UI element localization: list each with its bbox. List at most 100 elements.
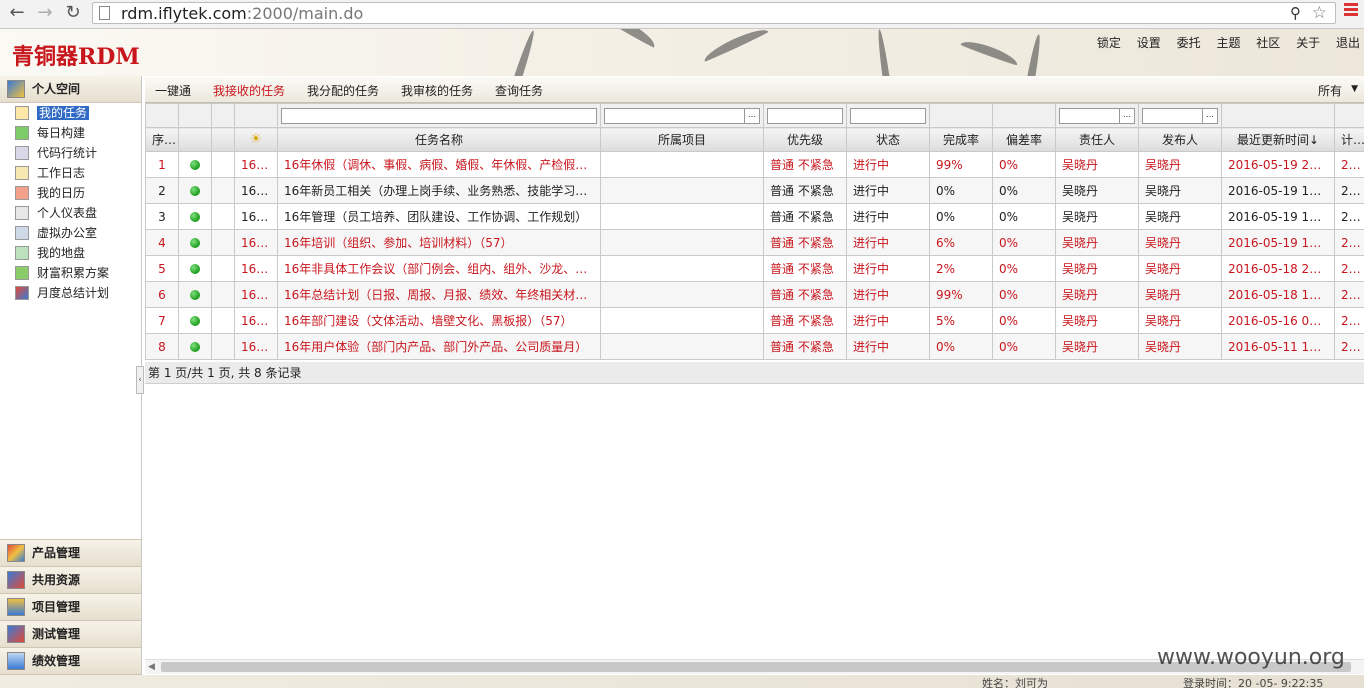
filter-all-select[interactable]: 所有	[1318, 82, 1342, 99]
scroll-left-icon[interactable]: ◀	[148, 660, 155, 674]
back-arrow-icon[interactable]: ←	[6, 2, 28, 24]
updated-time: 2016-05-19 21:51	[1222, 152, 1335, 178]
top-menu-logout[interactable]: 退出	[1336, 36, 1360, 50]
sidebar-section-testing[interactable]: 测试管理	[0, 621, 141, 648]
sidebar-item-my-site[interactable]: 我的地盘	[0, 243, 141, 263]
filter-cell	[179, 104, 212, 128]
status: 进行中	[847, 230, 930, 256]
top-menu-about[interactable]: 关于	[1296, 36, 1320, 50]
sidebar-sections: 产品管理 共用资源 项目管理 测试管理 绩效管理	[0, 539, 141, 675]
browser-menu-icon[interactable]	[1344, 3, 1358, 17]
tab-assigned-tasks[interactable]: 我分配的任务	[307, 82, 379, 99]
task-id: 1687	[235, 282, 278, 308]
top-menu-theme[interactable]: 主题	[1216, 36, 1240, 50]
sidebar-item-dashboard[interactable]: 个人仪表盘	[0, 203, 141, 223]
deviation-rate: 0%	[993, 152, 1056, 178]
top-menu-community[interactable]: 社区	[1256, 36, 1280, 50]
priority-filter-input[interactable]	[767, 108, 843, 124]
task-name[interactable]: 16年培训（组织、参加、培训材料）（57）	[278, 230, 601, 256]
ellipsis-icon[interactable]: …	[1119, 109, 1134, 123]
col-header-deviation[interactable]: 偏差率	[993, 128, 1056, 152]
status-user-name: 姓名：刘可为	[982, 675, 1048, 688]
sidebar-item-work-log[interactable]: 工作日志	[0, 163, 141, 183]
task-name[interactable]: 16年部门建设（文体活动、墙壁文化、黑板报）（57）	[278, 308, 601, 334]
col-header-state[interactable]	[179, 128, 212, 152]
sidebar-section-shared[interactable]: 共用资源	[0, 567, 141, 594]
priority: 普通 不紧急	[764, 334, 847, 360]
sidebar-item-label: 个人仪表盘	[37, 206, 97, 220]
col-header-completion[interactable]: 完成率	[930, 128, 993, 152]
sidebar-section-project[interactable]: 项目管理	[0, 594, 141, 621]
sidebar-item-code-stats[interactable]: 代码行统计	[0, 143, 141, 163]
ellipsis-icon[interactable]: …	[744, 109, 759, 123]
sidebar-item-wealth-plan[interactable]: 财富积累方案	[0, 263, 141, 283]
top-menu-settings[interactable]: 设置	[1137, 36, 1161, 50]
col-header-project[interactable]: 所属项目	[601, 128, 764, 152]
col-header-status[interactable]: 状态	[847, 128, 930, 152]
tab-review-tasks[interactable]: 我审核的任务	[401, 82, 473, 99]
sidebar-section-product[interactable]: 产品管理	[0, 539, 141, 567]
ellipsis-icon[interactable]: …	[1202, 109, 1217, 123]
top-menu: 锁定 设置 委托 主题 社区 关于 退出	[1085, 34, 1360, 51]
col-header-updated[interactable]: 最近更新时间↓	[1222, 128, 1335, 152]
sidebar-item-label: 每日构建	[37, 126, 85, 140]
col-header-task-name[interactable]: 任务名称	[278, 128, 601, 152]
task-name[interactable]: 16年管理（员工培养、团队建设、工作协调、工作规划）	[278, 204, 601, 230]
bamboo-decoration	[701, 29, 768, 62]
sidebar-item-daily-build[interactable]: 每日构建	[0, 123, 141, 143]
col-header-publisher[interactable]: 发布人	[1139, 128, 1222, 152]
status-dot-icon	[190, 186, 200, 196]
task-name[interactable]: 16年总结计划（日报、周报、月报、绩效、年终相关材料…	[278, 282, 601, 308]
key-icon[interactable]: ⚲	[1290, 4, 1301, 22]
col-header-flag[interactable]	[212, 128, 235, 152]
col-header-no[interactable]: 序号	[146, 128, 179, 152]
forward-arrow-icon[interactable]: →	[34, 2, 56, 24]
owner-filter-input[interactable]: …	[1059, 108, 1135, 124]
project-name	[601, 282, 764, 308]
task-name[interactable]: 16年新员工相关（办理上岗手续、业务熟悉、技能学习、…	[278, 178, 601, 204]
sidebar-section-performance[interactable]: 绩效管理	[0, 648, 141, 675]
col-header-priority[interactable]: 优先级	[764, 128, 847, 152]
status-dot	[179, 256, 212, 282]
tab-query-tasks[interactable]: 查询任务	[495, 82, 543, 99]
sidebar-header-personal[interactable]: 个人空间	[0, 76, 141, 103]
task-name[interactable]: 16年用户体验（部门内产品、部门外产品、公司质量月）	[278, 334, 601, 360]
publisher-filter-input[interactable]: …	[1142, 108, 1218, 124]
col-header-id[interactable]: ☀	[235, 128, 278, 152]
sidebar-item-my-tasks[interactable]: 我的任务	[0, 103, 141, 123]
reload-icon[interactable]: ↻	[62, 2, 84, 24]
status-filter-input[interactable]	[850, 108, 926, 124]
product-icon	[7, 544, 25, 562]
bookmark-star-icon[interactable]: ☆	[1312, 3, 1327, 23]
chevron-down-icon[interactable]: ▼	[1351, 84, 1358, 94]
col-header-plan[interactable]: 计划	[1335, 128, 1364, 152]
filter-cell	[930, 104, 993, 128]
address-bar[interactable]: rdm.iflytek.com:2000/main.do ⚲ ☆	[92, 2, 1336, 24]
sidebar-item-monthly-plan[interactable]: 月度总结计划	[0, 283, 141, 303]
top-menu-lock[interactable]: 锁定	[1097, 36, 1121, 50]
sidebar-collapse-handle[interactable]: ‹	[136, 366, 144, 394]
tab-one-click[interactable]: 一键通	[155, 82, 191, 99]
completion-rate: 5%	[930, 308, 993, 334]
status-dot	[179, 152, 212, 178]
sidebar-item-calendar[interactable]: 我的日历	[0, 183, 141, 203]
top-menu-delegate[interactable]: 委托	[1177, 36, 1201, 50]
task-name[interactable]: 16年休假（调休、事假、病假、婚假、年休假、产检假、…	[278, 152, 601, 178]
col-header-owner[interactable]: 责任人	[1056, 128, 1139, 152]
filter-cell	[1222, 104, 1335, 128]
tab-received-tasks[interactable]: 我接收的任务	[213, 82, 285, 99]
sidebar-item-virtual-office[interactable]: 虚拟办公室	[0, 223, 141, 243]
task-name-filter-input[interactable]	[281, 108, 597, 124]
project-filter-input[interactable]: …	[604, 108, 760, 124]
task-name[interactable]: 16年非具体工作会议（部门例会、组内、组外、沙龙、对…	[278, 256, 601, 282]
wealth-plan-icon	[15, 266, 29, 280]
personal-space-icon	[7, 80, 25, 98]
